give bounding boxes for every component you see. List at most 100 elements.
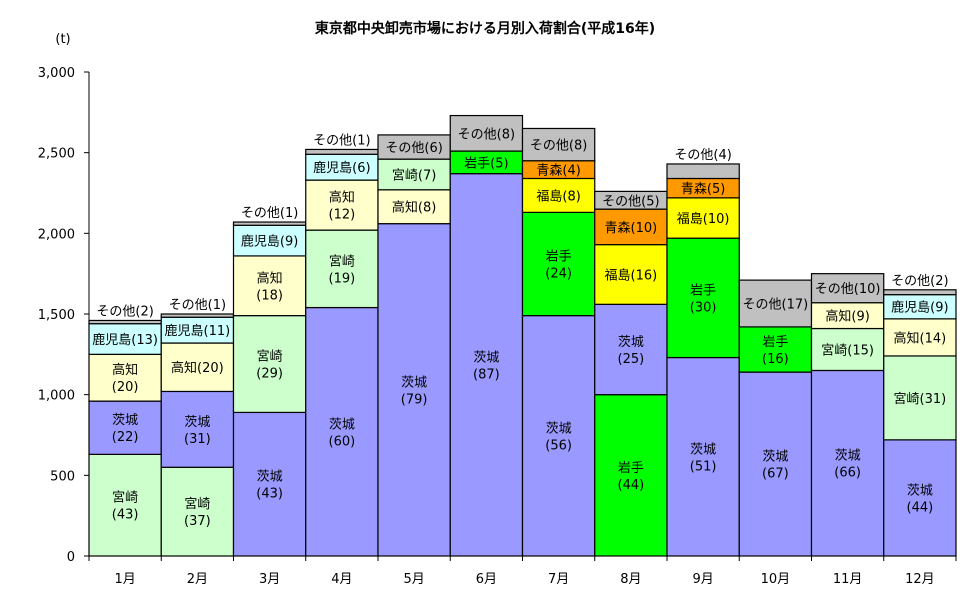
segment-label-8-4: 青森(10) xyxy=(605,221,658,236)
bar-segment-7-2 xyxy=(521,211,596,317)
bar-stack-12: 茨城 (44) 宮崎(31) 高知(14) 鹿児島(9) その他(2) xyxy=(883,274,957,557)
bar-stack-8: 岩手 (44) 茨城 (25) 福島(16) 青森(10) その他(5) xyxy=(594,190,668,557)
segment-label-1-3-line-2: (20) xyxy=(112,380,139,395)
segment-label-5-2: 高知(8) xyxy=(392,200,436,216)
segment-label-6-1-line-2: (87) xyxy=(473,367,500,382)
bar-segment-2-2 xyxy=(160,390,235,468)
segment-label-7-3: 福島(8) xyxy=(536,189,580,204)
segment-label-7-5: その他(8) xyxy=(530,139,587,154)
segment-label-9-2-line-2: (30) xyxy=(690,300,717,315)
x-tick-label-10: 10月 xyxy=(761,572,791,587)
bar-segment-8-3 xyxy=(594,244,668,305)
x-tick-label-2: 2月 xyxy=(187,572,208,587)
bar-segment-1-1 xyxy=(88,453,162,557)
segment-label-5-1-line-2: (79) xyxy=(401,392,428,407)
segment-label-8-3: 福島(16) xyxy=(605,268,658,283)
segment-label-10-2-line-2: (16) xyxy=(762,352,789,367)
segment-label-12-2: 宮崎(31) xyxy=(894,391,947,407)
bar-segment-4-1 xyxy=(305,306,379,557)
bar-segment-2-4 xyxy=(160,316,235,344)
segment-label-8-2-line-2: (25) xyxy=(618,352,645,367)
x-tick-label-7: 7月 xyxy=(548,572,569,587)
segment-label-5-1-line-1: 茨城 xyxy=(401,375,427,390)
bar-stack-2: 宮崎 (37) 茨城 (31) 高知(20) 鹿児島(11) その他(1) xyxy=(160,298,235,557)
y-tick-label-0: 0 xyxy=(67,550,75,565)
segment-label-3-2-line-2: (29) xyxy=(256,367,283,382)
bar-segment-3-5 xyxy=(232,221,307,226)
segment-label-11-4: その他(10) xyxy=(815,282,881,297)
segment-label-4-3-line-1: 高知 xyxy=(329,190,355,206)
bar-stack-11: 茨城 (66) 宮崎(15) 高知(9) その他(10) xyxy=(810,273,885,557)
segment-label-9-5: その他(4) xyxy=(674,148,731,163)
bar-segment-12-1 xyxy=(883,439,957,557)
segment-label-12-4: 鹿児島(9) xyxy=(891,300,948,316)
bar-segment-5-1 xyxy=(377,223,451,557)
segment-label-5-3: 宮崎(7) xyxy=(392,167,436,183)
bar-segment-4-4 xyxy=(305,153,379,181)
segment-label-4-1-line-2: (60) xyxy=(329,434,356,449)
y-tick-label-4: 2,000 xyxy=(38,227,75,242)
segment-label-1-4: 鹿児島(13) xyxy=(92,332,158,348)
bar-stack-3: 茨城 (43) 宮崎 (29) 高知 (18) 鹿児島(9) その他(1) xyxy=(232,206,307,557)
segment-label-2-1-line-2: (37) xyxy=(184,514,211,529)
bar-segment-5-2 xyxy=(377,189,451,225)
bar-segment-9-5 xyxy=(666,163,740,180)
segment-label-2-4: 鹿児島(11) xyxy=(165,323,231,339)
x-tick-label-3: 3月 xyxy=(259,572,280,587)
segment-label-10-2-line-1: 岩手 xyxy=(762,335,788,350)
bar-segment-5-3 xyxy=(377,158,451,191)
segment-label-7-2-line-2: (24) xyxy=(545,266,572,281)
segment-label-6-1-line-1: 茨城 xyxy=(473,350,499,365)
segment-label-9-4: 青森(5) xyxy=(681,182,725,197)
segment-label-2-5: その他(1) xyxy=(169,298,226,313)
segment-label-1-1-line-2: (43) xyxy=(112,508,139,523)
segment-label-8-1-line-2: (44) xyxy=(618,478,645,493)
segment-label-4-1-line-1: 茨城 xyxy=(329,417,355,432)
axes-group: 0 500 1,000 1,500 2,000 2,500 3,000 1月 2月 3月 4月 5月 6… xyxy=(38,66,957,587)
segment-label-4-2-line-1: 宮崎 xyxy=(329,253,355,269)
bar-segment-11-4 xyxy=(810,273,885,304)
segment-label-6-2: 岩手(5) xyxy=(464,156,508,171)
segment-label-7-2-line-1: 岩手 xyxy=(546,249,572,264)
segment-label-3-3-line-1: 高知 xyxy=(257,270,283,286)
segment-label-9-3: 福島(10) xyxy=(677,212,730,227)
bar-segment-8-2 xyxy=(594,303,668,396)
x-tick-label-12: 12月 xyxy=(905,572,935,587)
x-tick-label-4: 4月 xyxy=(331,572,352,587)
y-tick-label-3: 1,500 xyxy=(38,308,75,323)
y-tick-label-5: 2,500 xyxy=(38,147,75,162)
x-tick-label-5: 5月 xyxy=(403,572,424,587)
segment-label-3-1-line-1: 茨城 xyxy=(257,470,283,485)
segment-label-12-3: 高知(14) xyxy=(894,330,947,346)
segment-label-2-2-line-2: (31) xyxy=(184,432,211,447)
segment-label-1-2-line-2: (22) xyxy=(112,430,139,445)
segment-label-2-1-line-1: 宮崎 xyxy=(184,496,210,512)
segment-label-8-2-line-1: 茨城 xyxy=(618,335,644,350)
segment-label-12-1-line-2: (44) xyxy=(907,500,934,515)
x-tick-label-1: 1月 xyxy=(114,572,135,587)
bar-segment-7-1 xyxy=(521,315,596,557)
segment-label-9-1-line-2: (51) xyxy=(690,459,717,474)
segment-label-12-1-line-1: 茨城 xyxy=(907,483,933,498)
y-tick-label-2: 1,000 xyxy=(38,389,75,404)
segment-label-3-2-line-1: 宮崎 xyxy=(257,349,283,365)
segment-label-11-1-line-2: (66) xyxy=(834,466,861,481)
bar-segment-5-4 xyxy=(377,134,451,160)
segment-label-3-3-line-2: (18) xyxy=(256,288,283,303)
segment-label-8-5: その他(5) xyxy=(602,194,659,209)
bar-segment-3-4 xyxy=(232,224,307,257)
bar-stack-4: 茨城 (60) 宮崎 (19) 高知 (12) 鹿児島(6) その他(1) xyxy=(305,133,379,557)
segment-label-3-4: 鹿児島(9) xyxy=(241,234,298,250)
bar-stack-1: 宮崎 (43) 茨城 (22) 高知 (20) 鹿児島(13) その他(2) xyxy=(88,304,162,557)
segment-label-1-2-line-1: 茨城 xyxy=(112,413,138,428)
x-tick-label-11: 11月 xyxy=(833,572,863,587)
bar-stack-10: 茨城 (67) 岩手 (16) その他(17) xyxy=(738,279,813,557)
segment-label-4-3-line-2: (12) xyxy=(329,208,356,223)
segment-label-2-3: 高知(20) xyxy=(171,360,224,376)
segment-label-1-1-line-1: 宮崎 xyxy=(112,490,138,506)
segment-label-7-4: 青森(4) xyxy=(536,164,580,179)
segment-label-11-1-line-1: 茨城 xyxy=(835,449,861,464)
segment-label-9-1-line-1: 茨城 xyxy=(690,442,716,457)
segment-label-10-1-line-1: 茨城 xyxy=(762,450,788,465)
